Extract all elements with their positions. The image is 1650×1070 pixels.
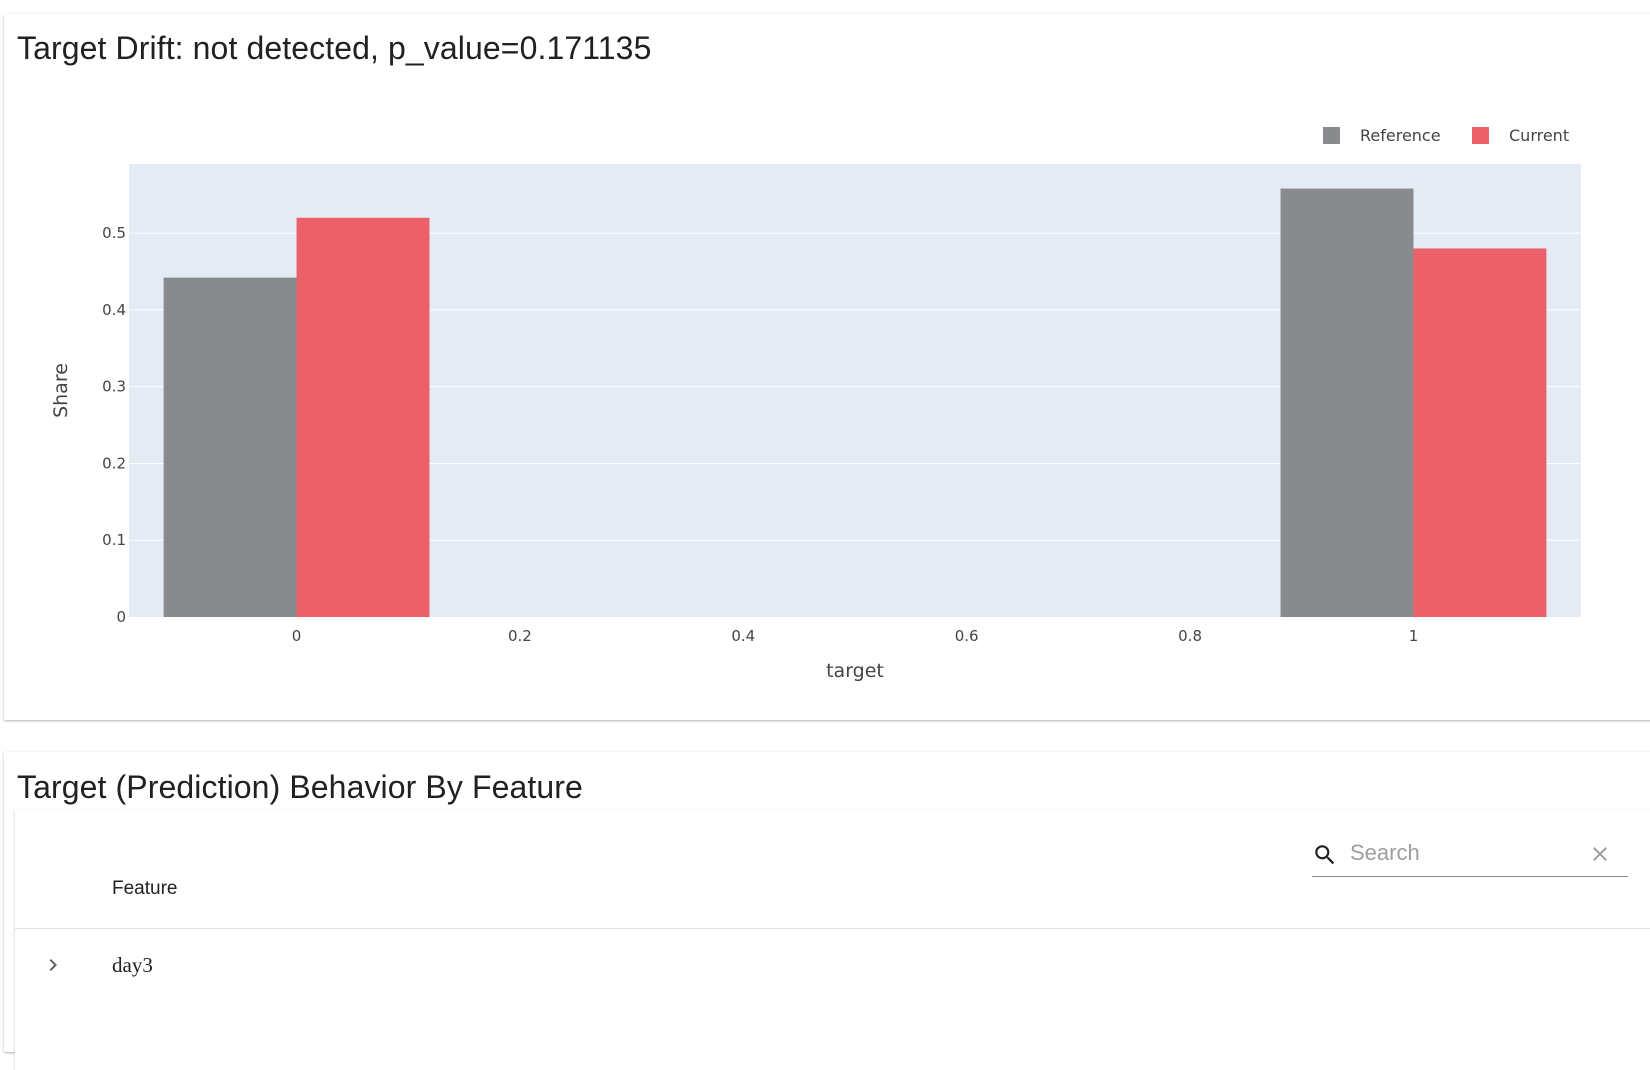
y-tick-label: 0.5 xyxy=(102,224,126,242)
bar-reference-0[interactable] xyxy=(163,277,297,617)
legend-label-current[interactable]: Current xyxy=(1509,126,1569,145)
search-icon xyxy=(1315,845,1335,865)
search-field[interactable] xyxy=(1312,832,1628,877)
bar-current-0[interactable] xyxy=(296,217,430,617)
y-tick-label: 0.2 xyxy=(102,454,126,472)
target-distribution-chart: 0 0.1 0.2 0.3 0.4 0.5 0 0.2 0.4 0.6 0.8 1 target Shar… xyxy=(50,126,1581,682)
x-tick-label: 0 xyxy=(292,627,302,645)
y-axis-title: Share xyxy=(50,363,72,418)
x-tick-label: 1 xyxy=(1409,627,1419,645)
x-tick-label: 0.8 xyxy=(1178,627,1202,645)
target-behavior-title: Target (Prediction) Behavior By Feature xyxy=(17,769,583,805)
legend-label-reference[interactable]: Reference xyxy=(1360,126,1441,145)
y-tick-label: 0.3 xyxy=(102,378,126,396)
x-axis-title: target xyxy=(826,660,884,682)
bar-reference-1[interactable] xyxy=(1280,188,1414,617)
target-drift-title: Target Drift: not detected, p_value=0.17… xyxy=(17,30,652,66)
legend-swatch-reference[interactable] xyxy=(1323,127,1340,144)
close-icon[interactable] xyxy=(1588,842,1612,866)
header-divider xyxy=(15,928,1650,929)
y-tick-label: 0.4 xyxy=(102,301,126,319)
row-label-feature: day3 xyxy=(112,953,153,977)
table-row[interactable]: day3 xyxy=(15,929,1650,1005)
x-tick-label: 0.2 xyxy=(508,627,532,645)
bar-current-1[interactable] xyxy=(1413,248,1547,617)
x-tick-label: 0.4 xyxy=(731,627,755,645)
chevron-right-icon[interactable] xyxy=(41,953,65,977)
target-drift-card: Target Drift: not detected, p_value=0.17… xyxy=(4,14,1650,720)
y-tick-label: 0 xyxy=(116,608,126,626)
search-input[interactable] xyxy=(1350,838,1580,868)
target-behavior-card: Target (Prediction) Behavior By Feature … xyxy=(4,752,1650,1070)
feature-table: Feature day3 xyxy=(15,810,1650,1070)
y-tick-label: 0.1 xyxy=(102,531,126,549)
x-tick-label: 0.6 xyxy=(955,627,979,645)
legend-swatch-current[interactable] xyxy=(1472,127,1489,144)
column-header-feature[interactable]: Feature xyxy=(112,878,178,899)
